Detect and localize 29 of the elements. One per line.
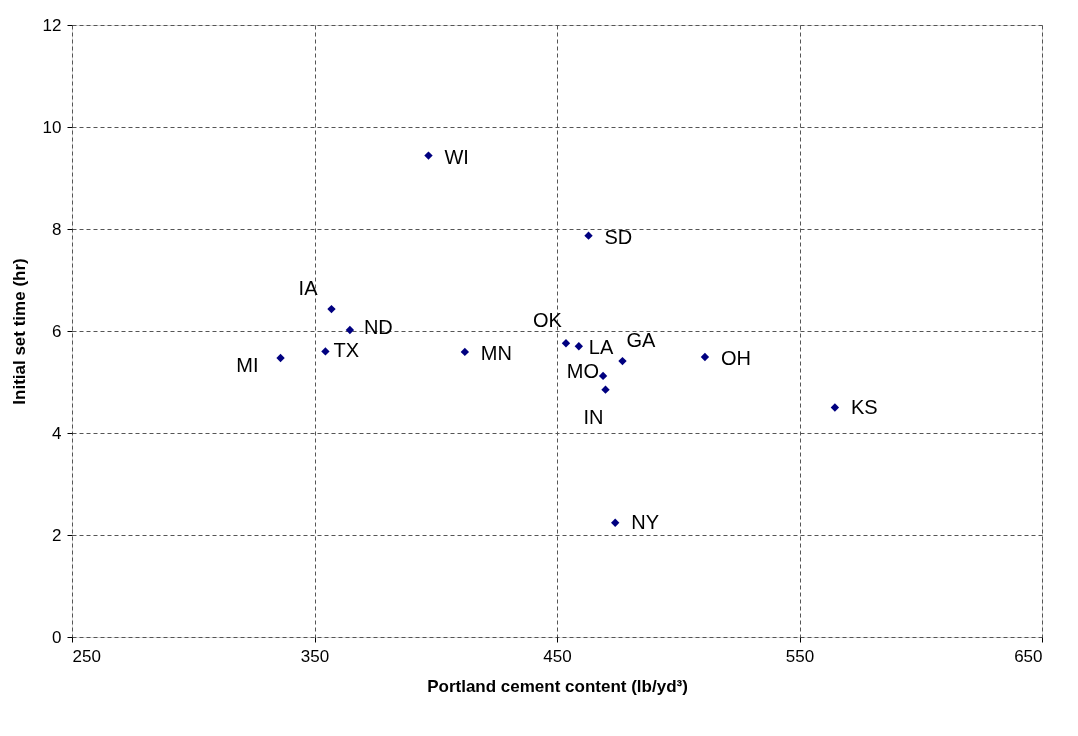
annotation: GA xyxy=(626,329,657,352)
annotation: LA xyxy=(588,336,614,359)
x-axis-title: Portland cement content (lb/yd³) xyxy=(427,676,688,696)
annotation: WI xyxy=(444,145,469,168)
annotation: MI xyxy=(236,354,259,377)
x-tick-label: 450 xyxy=(543,646,572,666)
y-tick-label: 10 xyxy=(42,117,62,137)
annotation: MO xyxy=(566,359,600,382)
x-tick-label: 650 xyxy=(1014,646,1043,666)
y-tick-label: 0 xyxy=(52,627,62,647)
annotation: KS xyxy=(850,395,878,418)
annotation: NY xyxy=(631,510,659,533)
y-tick-label: 4 xyxy=(52,423,62,443)
annotation: TX xyxy=(333,339,359,362)
annotation: IN xyxy=(583,405,604,428)
y-tick-label: 6 xyxy=(52,321,62,341)
x-tick-label: 350 xyxy=(300,646,330,666)
y-tick-label: 2 xyxy=(52,525,62,545)
annotation: OK xyxy=(533,309,563,332)
annotation: SD xyxy=(604,225,633,248)
y-tick-label: 8 xyxy=(52,219,62,239)
y-tick-label: 12 xyxy=(42,15,62,35)
annotation: OH xyxy=(720,347,751,370)
y-axis-title: Initial set time (hr) xyxy=(9,258,29,405)
annotation: IA xyxy=(298,277,319,300)
x-tick-label: 550 xyxy=(785,646,815,666)
annotation: MN xyxy=(480,341,512,364)
x-tick-label: 250 xyxy=(72,646,101,666)
annotation: ND xyxy=(363,315,393,338)
